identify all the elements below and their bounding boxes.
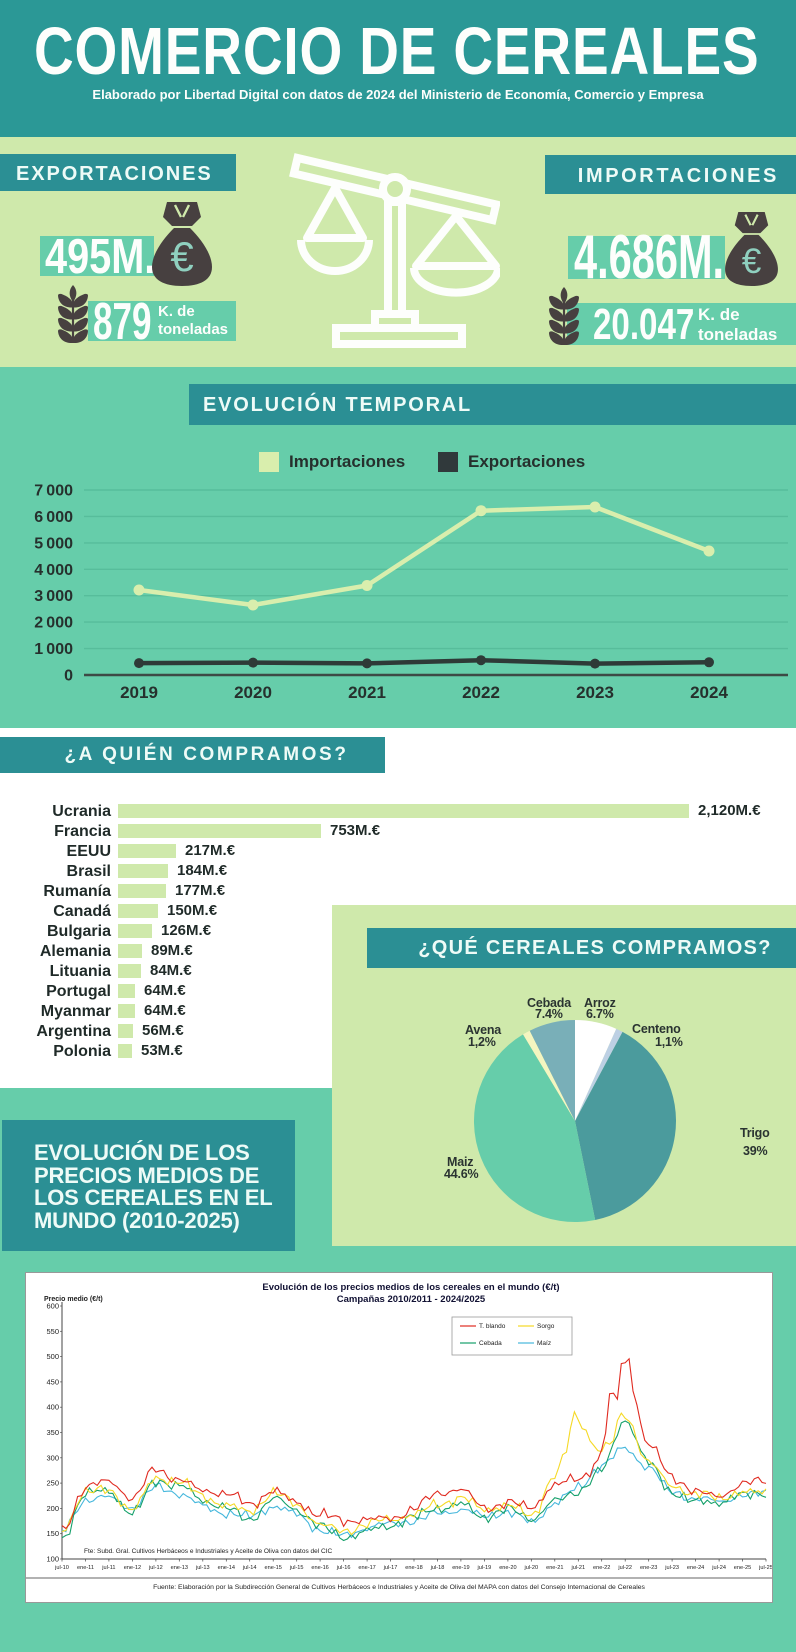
svg-text:5 000: 5 000	[34, 535, 73, 552]
svg-text:2023: 2023	[576, 683, 614, 702]
svg-text:ene-18: ene-18	[405, 1565, 422, 1571]
svg-text:ene-17: ene-17	[358, 1565, 375, 1571]
svg-text:500: 500	[46, 1352, 59, 1361]
svg-text:jul-22: jul-22	[617, 1565, 632, 1571]
svg-text:jul-25: jul-25	[758, 1565, 772, 1571]
svg-text:ene-16: ene-16	[311, 1565, 328, 1571]
svg-text:2020: 2020	[234, 683, 272, 702]
svg-text:jul-19: jul-19	[477, 1565, 492, 1571]
svg-text:4 000: 4 000	[34, 562, 73, 579]
svg-text:ene-11: ene-11	[77, 1565, 94, 1571]
svg-text:450: 450	[46, 1377, 59, 1386]
svg-text:2021: 2021	[348, 683, 386, 702]
svg-text:jul-23: jul-23	[664, 1565, 679, 1571]
svg-text:ene-13: ene-13	[171, 1565, 188, 1571]
svg-text:jul-16: jul-16	[336, 1565, 351, 1571]
svg-text:€: €	[742, 242, 762, 281]
svg-text:1 000: 1 000	[34, 641, 73, 658]
svg-text:ene-21: ene-21	[546, 1565, 563, 1571]
svg-text:6 000: 6 000	[34, 509, 73, 526]
svg-text:ene-19: ene-19	[452, 1565, 469, 1571]
svg-text:jul-10: jul-10	[54, 1565, 69, 1571]
svg-text:jul-13: jul-13	[195, 1565, 210, 1571]
svg-text:jul-20: jul-20	[523, 1565, 538, 1571]
svg-text:2019: 2019	[120, 683, 158, 702]
svg-text:jul-24: jul-24	[711, 1565, 726, 1571]
svg-text:€: €	[170, 233, 193, 280]
svg-text:Evolución de los precios medio: Evolución de los precios medios de los c…	[262, 1282, 559, 1293]
svg-text:Fte: Subd. Gral. Cultivos Herb: Fte: Subd. Gral. Cultivos Herbáceos e In…	[84, 1548, 333, 1555]
svg-text:jul-18: jul-18	[430, 1565, 445, 1571]
svg-text:200: 200	[46, 1504, 59, 1513]
svg-text:jul-17: jul-17	[383, 1565, 398, 1571]
svg-text:jul-21: jul-21	[570, 1565, 585, 1571]
svg-text:ene-20: ene-20	[499, 1565, 516, 1571]
svg-text:2024: 2024	[690, 683, 728, 702]
svg-text:250: 250	[46, 1479, 59, 1488]
svg-text:150: 150	[46, 1529, 59, 1538]
svg-text:2022: 2022	[462, 683, 500, 702]
svg-text:550: 550	[46, 1327, 59, 1336]
svg-text:jul-11: jul-11	[101, 1565, 115, 1571]
svg-text:Sorgo: Sorgo	[537, 1323, 555, 1330]
svg-text:Campañas 2010/2011 - 2024/2025: Campañas 2010/2011 - 2024/2025	[337, 1294, 486, 1305]
svg-text:350: 350	[46, 1428, 59, 1437]
svg-text:ene-22: ene-22	[593, 1565, 610, 1571]
svg-text:ene-24: ene-24	[687, 1565, 704, 1571]
svg-text:Fuente: Elaboración por la Sub: Fuente: Elaboración por la Subdirección …	[153, 1584, 645, 1591]
svg-text:Maíz: Maíz	[537, 1340, 551, 1347]
svg-text:2 000: 2 000	[34, 615, 73, 632]
svg-text:ene-12: ene-12	[124, 1565, 141, 1571]
svg-text:Precio medio (€/t): Precio medio (€/t)	[44, 1296, 103, 1303]
svg-text:400: 400	[46, 1403, 59, 1412]
svg-text:ene-14: ene-14	[218, 1565, 235, 1571]
svg-text:7 000: 7 000	[34, 483, 73, 500]
svg-text:jul-12: jul-12	[148, 1565, 163, 1571]
svg-text:300: 300	[46, 1453, 59, 1462]
svg-text:100: 100	[46, 1555, 59, 1564]
svg-text:ene-15: ene-15	[264, 1565, 281, 1571]
svg-text:jul-14: jul-14	[242, 1565, 257, 1571]
svg-text:ene-23: ene-23	[640, 1565, 657, 1571]
svg-text:3 000: 3 000	[34, 588, 73, 605]
svg-text:jul-15: jul-15	[289, 1565, 304, 1571]
svg-text:0: 0	[64, 668, 73, 685]
svg-text:Cebada: Cebada	[479, 1340, 502, 1347]
svg-text:ene-25: ene-25	[734, 1565, 751, 1571]
svg-text:600: 600	[46, 1302, 59, 1311]
svg-text:T. blando: T. blando	[479, 1323, 506, 1330]
